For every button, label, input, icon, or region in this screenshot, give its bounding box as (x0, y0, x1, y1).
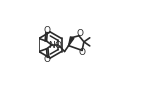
Text: O: O (78, 48, 85, 57)
Text: N: N (49, 40, 55, 50)
Polygon shape (69, 37, 74, 46)
Text: O: O (44, 26, 51, 35)
Text: O: O (44, 55, 51, 64)
Text: O: O (55, 40, 62, 50)
Text: O: O (76, 29, 83, 38)
